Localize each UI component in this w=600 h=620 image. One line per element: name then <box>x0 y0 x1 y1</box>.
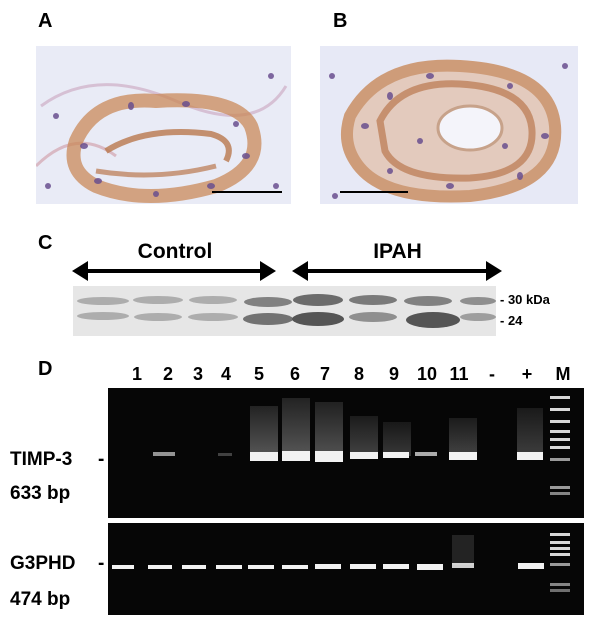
lane-label: 5 <box>253 364 264 384</box>
mw-marker-24: - 24 <box>500 313 523 328</box>
lane-label: 11 <box>449 364 469 384</box>
control-group-label: Control <box>137 240 213 263</box>
western-blot-bands <box>73 286 496 336</box>
gel-timp3 <box>108 388 584 518</box>
lane-label: 3 <box>192 364 203 384</box>
lane-label: 1 <box>131 364 142 384</box>
group-arrows <box>72 261 502 281</box>
panel-d-letter: D <box>38 358 53 380</box>
lane-label: M <box>555 364 571 384</box>
lane-label: 6 <box>289 364 300 384</box>
lane-label: 10 <box>416 364 438 384</box>
timp3-size-label: 633 bp <box>10 483 71 504</box>
panel-b-letter: B <box>333 10 348 32</box>
lane-label: - <box>489 364 495 384</box>
histology-a-drawing <box>36 46 291 204</box>
histology-image-a <box>36 46 291 204</box>
gel-g3phd <box>108 523 584 615</box>
timp3-gene-label: TIMP-3 <box>10 449 73 470</box>
mw-marker-30kda: - 30 kDa <box>500 292 550 307</box>
lane-label: 2 <box>162 364 173 384</box>
panel-c-letter: C <box>38 232 53 254</box>
ipah-group-label: IPAH <box>373 240 422 263</box>
panel-a-letter: A <box>38 10 53 32</box>
timp3-band-tick: - <box>98 449 105 470</box>
lane-label: 8 <box>353 364 364 384</box>
gel-g3phd-bands <box>108 523 584 615</box>
lane-label: 9 <box>388 364 399 384</box>
lane-label: 4 <box>220 364 231 384</box>
western-blot <box>73 286 496 336</box>
g3phd-gene-label: G3PHD <box>10 553 76 574</box>
scale-bar-b <box>340 191 408 193</box>
histology-b-drawing <box>320 46 578 204</box>
gel-timp3-bands <box>108 388 584 518</box>
g3phd-band-tick: - <box>98 553 105 574</box>
histology-image-b <box>320 46 578 204</box>
lane-label: 7 <box>319 364 330 384</box>
scale-bar-a <box>212 191 282 193</box>
g3phd-size-label: 474 bp <box>10 589 71 610</box>
lane-label: + <box>521 364 533 384</box>
